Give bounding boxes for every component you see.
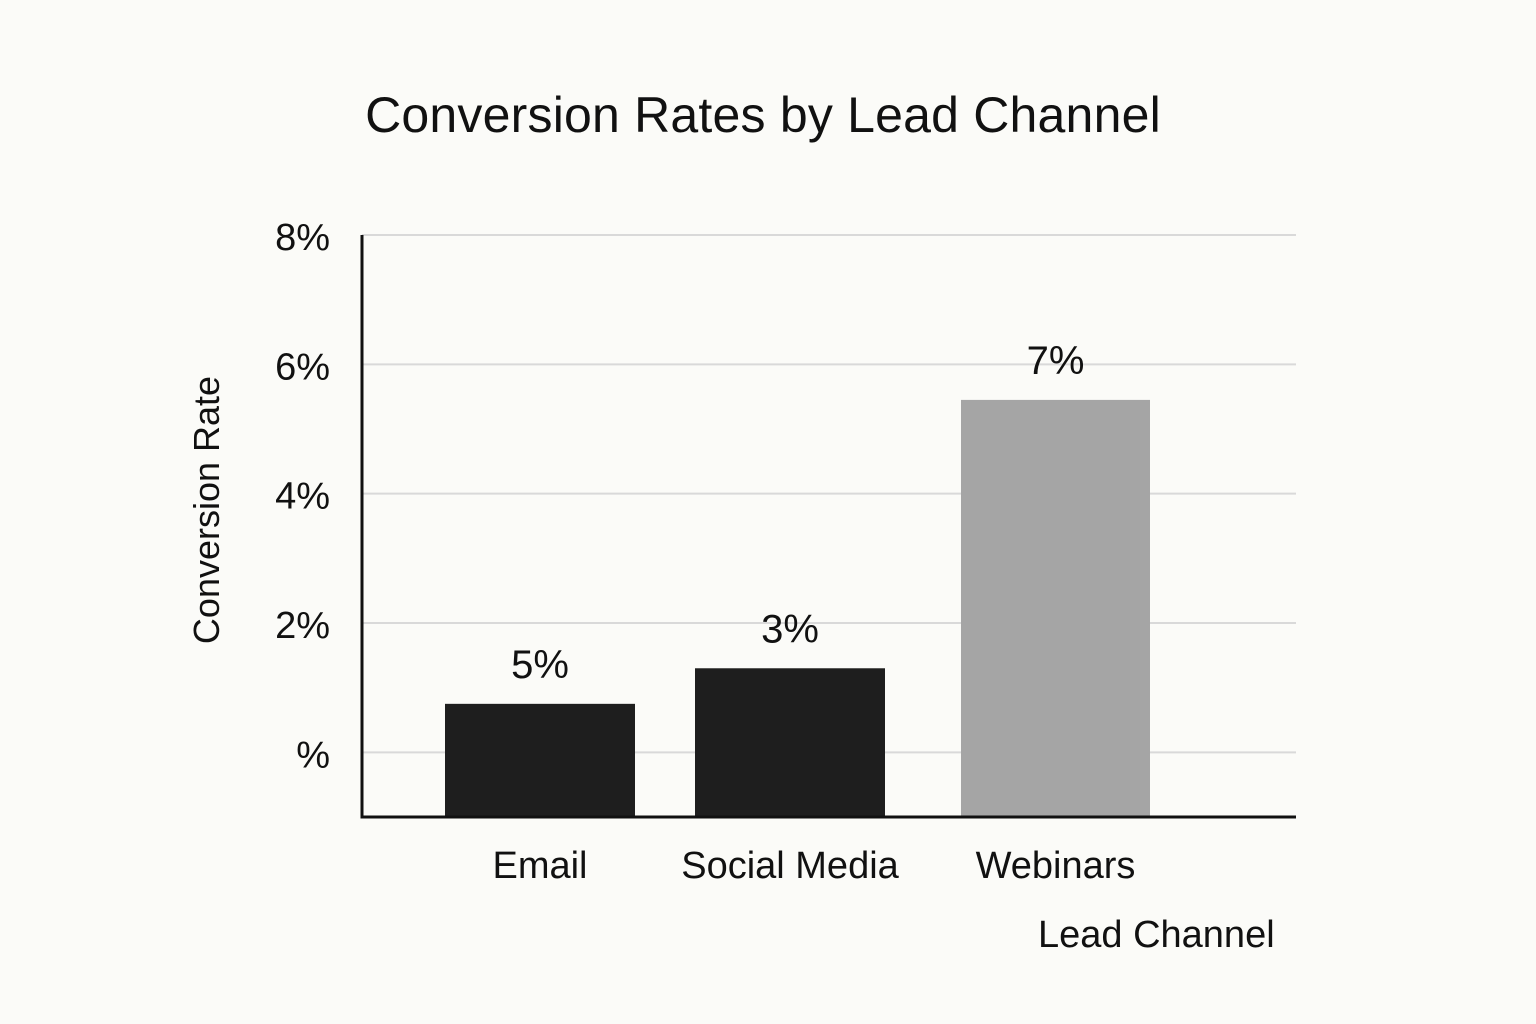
y-tick-labels: % 2% 4% 6% 8% <box>275 217 330 776</box>
y-tick-label: 6% <box>275 346 330 388</box>
y-tick-label: 4% <box>275 476 330 518</box>
bars <box>445 399 1150 817</box>
x-axis-label: Lead Channel <box>1038 914 1275 956</box>
chart-title: Conversion Rates by Lead Channel <box>365 87 1161 143</box>
data-labels: 5% 3% 7% <box>511 339 1084 687</box>
axes <box>360 235 1296 819</box>
x-tick-label: Social Media <box>681 845 899 887</box>
bar <box>445 703 635 817</box>
data-label: 7% <box>1027 339 1085 383</box>
data-label: 3% <box>761 607 819 651</box>
bar <box>695 668 885 817</box>
y-tick-label: 8% <box>275 217 330 259</box>
x-tick-labels: Email Social Media Webinars <box>492 845 1135 887</box>
x-tick-label: Webinars <box>976 845 1136 887</box>
y-tick-label: % <box>296 734 330 776</box>
bar <box>961 399 1150 817</box>
x-tick-label: Email <box>492 845 587 887</box>
data-label: 5% <box>511 643 569 687</box>
y-tick-label: 2% <box>275 605 330 647</box>
